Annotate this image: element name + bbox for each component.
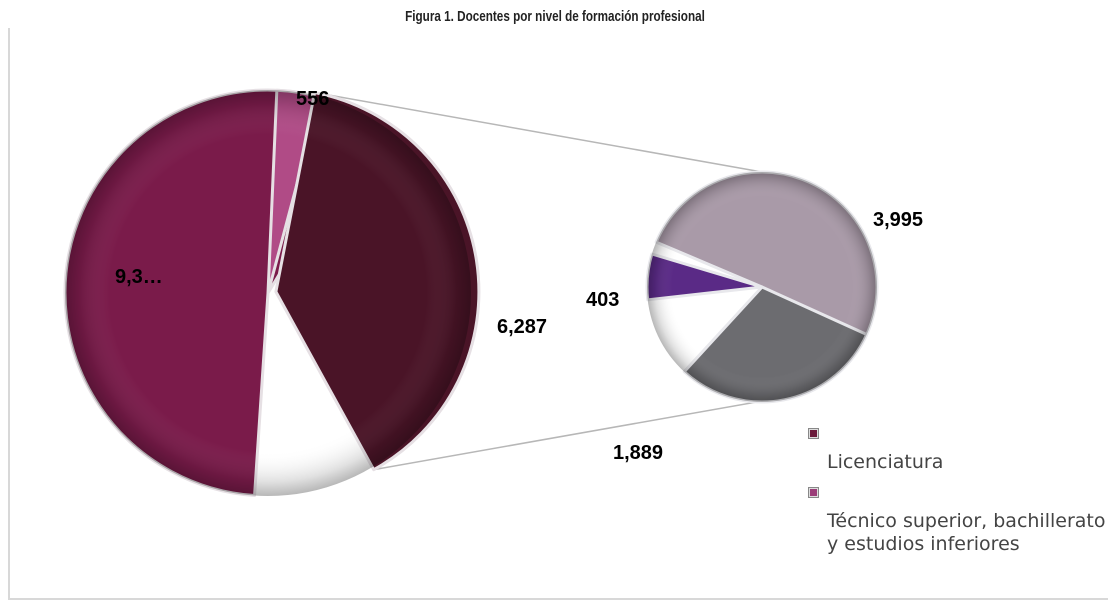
pie-connectors bbox=[314, 91, 803, 471]
legend-label: Técnico superior, bachillerato y estudio… bbox=[827, 510, 1106, 555]
data-label-9-3: 9,3… bbox=[115, 266, 163, 288]
legend-label: Licenciatura bbox=[827, 451, 944, 473]
legend-item-licenciatura: Licenciatura bbox=[808, 428, 1108, 474]
legend-swatch-licenciatura bbox=[808, 428, 819, 439]
data-label-403: 403 bbox=[586, 289, 619, 311]
data-label-556: 556 bbox=[296, 88, 329, 110]
data-labels: 9,3… 556 6,287 3,995 1,889 403 bbox=[115, 88, 923, 464]
data-label-1-889: 1,889 bbox=[613, 442, 663, 464]
connector-line-top bbox=[314, 91, 763, 173]
legend-item-tecnico-superior: Técnico superior, bachillerato y estudio… bbox=[808, 487, 1108, 556]
secondary-pie bbox=[645, 170, 879, 404]
chart-title: Figura 1. Docentes por nivel de formació… bbox=[405, 8, 705, 25]
secondary-pie-shading bbox=[647, 172, 877, 402]
connector-line-bottom bbox=[373, 393, 803, 471]
chart-frame bbox=[8, 28, 1108, 600]
main-pie-shading bbox=[65, 90, 471, 496]
data-label-6-287: 6,287 bbox=[497, 316, 547, 338]
main-pie bbox=[63, 88, 481, 498]
data-label-3-995: 3,995 bbox=[873, 209, 923, 231]
legend-swatch-tecnico-superior bbox=[808, 487, 819, 498]
